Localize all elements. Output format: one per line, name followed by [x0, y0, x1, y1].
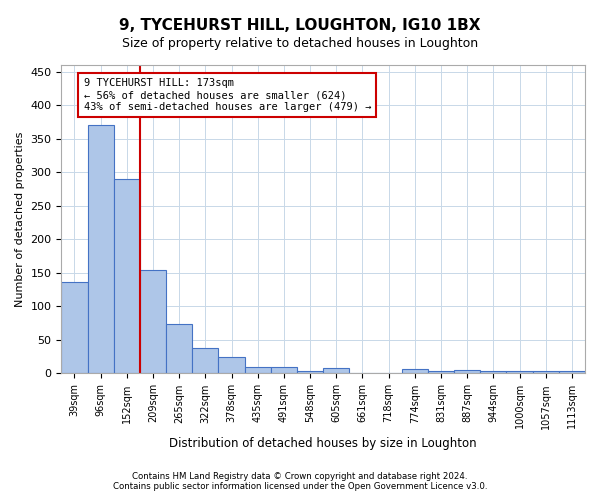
Y-axis label: Number of detached properties: Number of detached properties	[15, 132, 25, 307]
Bar	[402, 370, 428, 374]
Bar	[480, 372, 506, 374]
Bar	[218, 356, 245, 374]
Bar	[166, 324, 193, 374]
Bar	[559, 371, 585, 374]
Bar	[376, 373, 402, 374]
Bar	[297, 372, 323, 374]
Bar	[271, 366, 297, 374]
Bar	[114, 179, 140, 374]
Bar	[245, 366, 271, 374]
Text: 9, TYCEHURST HILL, LOUGHTON, IG10 1BX: 9, TYCEHURST HILL, LOUGHTON, IG10 1BX	[119, 18, 481, 32]
Text: Contains public sector information licensed under the Open Government Licence v3: Contains public sector information licen…	[113, 482, 487, 491]
Text: Contains HM Land Registry data © Crown copyright and database right 2024.: Contains HM Land Registry data © Crown c…	[132, 472, 468, 481]
Bar	[349, 373, 376, 374]
Bar	[88, 126, 114, 374]
Bar	[193, 348, 218, 374]
Bar	[454, 370, 480, 374]
Text: Size of property relative to detached houses in Loughton: Size of property relative to detached ho…	[122, 38, 478, 51]
Bar	[428, 372, 454, 374]
X-axis label: Distribution of detached houses by size in Loughton: Distribution of detached houses by size …	[169, 437, 477, 450]
Bar	[506, 371, 533, 374]
Bar	[323, 368, 349, 374]
Bar	[140, 270, 166, 374]
Text: 9 TYCEHURST HILL: 173sqm
← 56% of detached houses are smaller (624)
43% of semi-: 9 TYCEHURST HILL: 173sqm ← 56% of detach…	[83, 78, 371, 112]
Bar	[533, 372, 559, 374]
Bar	[61, 282, 88, 374]
